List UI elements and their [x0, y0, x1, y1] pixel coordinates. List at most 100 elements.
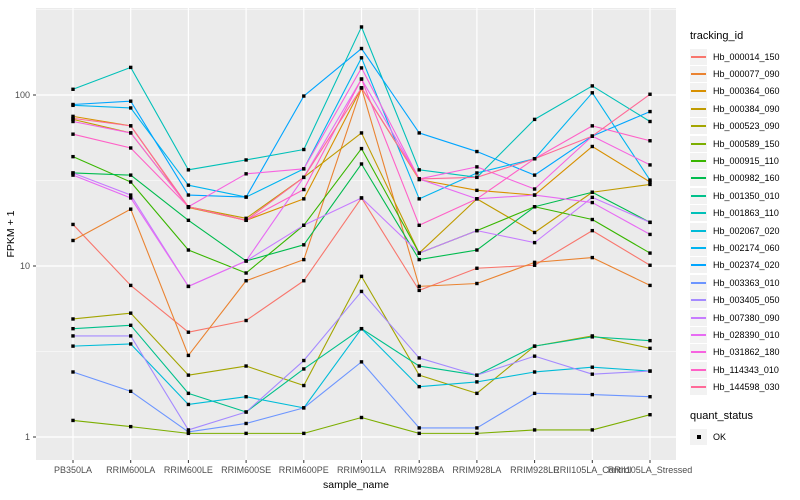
series-line-icon — [691, 212, 706, 215]
legend-item: Hb_000384_090 — [690, 100, 800, 117]
series-line-icon — [691, 55, 706, 58]
legend-key-swatch — [690, 222, 707, 239]
legend-item-label: Hb_028390_010 — [713, 329, 780, 340]
legend-item: Hb_000982_160 — [690, 170, 800, 187]
legend-item-label: Hb_002067_020 — [713, 225, 780, 236]
legend-item-label: Hb_000364_060 — [713, 86, 780, 97]
legend-item-label: Hb_001350_010 — [713, 190, 780, 201]
legend-item-label: Hb_000014_150 — [713, 51, 780, 62]
legend-item-label: Hb_031862_180 — [713, 347, 780, 358]
legend-item: Hb_028390_010 — [690, 326, 800, 343]
series-line-icon — [691, 351, 706, 354]
legend-item: Hb_007380_090 — [690, 309, 800, 326]
x-axis-tick-label: RRIM901LA — [337, 465, 386, 475]
legend-key-swatch — [690, 66, 707, 83]
legend-key-swatch — [690, 274, 707, 291]
legend-key-swatch — [690, 153, 707, 170]
series-line-icon — [691, 386, 706, 389]
series-line-icon — [691, 160, 706, 163]
x-axis-tick-label: RRIM600PE — [279, 465, 329, 475]
legend-key-swatch — [690, 187, 707, 204]
series-line-icon — [691, 125, 706, 128]
legend-item-label: Hb_003363_010 — [713, 277, 780, 288]
legend-item: Hb_031862_180 — [690, 344, 800, 361]
x-axis-tick-label: RRIM928LE — [510, 465, 559, 475]
legend-item: Hb_002067_020 — [690, 222, 800, 239]
ok-key-swatch — [690, 428, 707, 445]
legend-item-label: Hb_000384_090 — [713, 103, 780, 114]
y-axis-tick-label: 1 — [25, 432, 30, 442]
series-line-icon — [691, 246, 706, 249]
legend-item-label: Hb_114343_010 — [713, 364, 779, 375]
x-axis-tick-label: RRIM600SE — [221, 465, 271, 475]
legend-title-tracking-id: tracking_id — [690, 30, 744, 42]
x-axis-tick-label: PB350LA — [54, 465, 92, 475]
legend-item-label: Hb_000523_090 — [713, 121, 780, 132]
tracking-id-legend-items: Hb_000014_150 Hb_000077_090 Hb_000364_060 H… — [690, 48, 800, 396]
legend-key-swatch — [690, 205, 707, 222]
legend-item: Hb_000014_150 — [690, 48, 800, 65]
legend-title-quant-status: quant_status — [690, 409, 753, 422]
legend-item: Hb_114343_010 — [690, 361, 800, 378]
legend-item: Hb_002174_060 — [690, 239, 800, 256]
legend-item-label: Hb_000589_150 — [713, 138, 780, 149]
x-axis-title: sample_name — [323, 479, 389, 491]
legend-item-label: Hb_000077_090 — [713, 69, 780, 80]
legend-item: Hb_000915_110 — [690, 152, 800, 170]
legend-item-label: Hb_003405_050 — [713, 295, 780, 306]
legend-key-swatch — [690, 292, 707, 309]
series-line-icon — [691, 368, 706, 371]
y-axis-title: FPKM + 1 — [5, 210, 17, 257]
series-line-icon — [691, 229, 706, 232]
legend-item-label: Hb_000982_160 — [713, 173, 780, 184]
quant-status-legend: quant_status OK — [690, 410, 800, 445]
legend-item: Hb_001863_110 — [690, 205, 800, 222]
legend-key-swatch — [690, 170, 707, 187]
legend-item-ok: OK — [690, 428, 800, 445]
y-axis-tick-label: 100 — [15, 90, 30, 100]
x-axis-tick-label: RRII105LA_Control — [553, 465, 631, 475]
black-square-point-icon — [696, 434, 701, 439]
series-line-icon — [691, 73, 706, 76]
series-line-icon — [691, 142, 706, 145]
x-axis-tick-label: RRIM928BA — [394, 465, 444, 475]
legend-item: Hb_000523_090 — [690, 118, 800, 135]
legend-key-swatch — [690, 118, 707, 135]
legend-key-swatch — [690, 309, 707, 326]
legend-key-swatch — [690, 361, 707, 378]
legend-item-label: Hb_007380_090 — [713, 312, 780, 323]
series-line-icon — [691, 264, 706, 267]
legend-item-label: OK — [713, 431, 727, 442]
legend-key-swatch — [690, 48, 707, 65]
legend-item: Hb_000077_090 — [690, 65, 800, 83]
legend-item-label: Hb_001863_110 — [713, 208, 779, 219]
legend-item: Hb_000589_150 — [690, 135, 800, 152]
legend-key-swatch — [690, 257, 707, 274]
legend-item: Hb_001350_010 — [690, 187, 800, 204]
series-line-icon — [691, 177, 706, 180]
legend-item: Hb_003363_010 — [690, 274, 800, 291]
legend-item: Hb_144598_030 — [690, 378, 800, 396]
legend-item-label: Hb_002174_060 — [713, 242, 780, 253]
legend-item: Hb_000364_060 — [690, 83, 800, 100]
legend-item: Hb_003405_050 — [690, 291, 800, 309]
series-line-icon — [691, 107, 706, 110]
legend-key-swatch — [690, 379, 707, 396]
legend-key-swatch — [690, 135, 707, 152]
legend-item-label: Hb_144598_030 — [713, 382, 780, 393]
series-line-icon — [691, 316, 706, 319]
legend-key-swatch — [690, 239, 707, 256]
x-axis-tick-label: RRIM600LE — [164, 465, 213, 475]
x-axis-tick-label: RRIM600LA — [106, 465, 155, 475]
legend-key-swatch — [690, 100, 707, 117]
series-line-icon — [691, 333, 706, 336]
legend-item-label: Hb_000915_110 — [713, 156, 779, 167]
legend-item-label: Hb_002374_020 — [713, 260, 780, 271]
series-line-icon — [691, 194, 706, 197]
legend-key-swatch — [690, 83, 707, 100]
series-line-icon — [691, 90, 706, 93]
y-axis-tick-label: 10 — [20, 261, 30, 271]
legend-key-swatch — [690, 326, 707, 343]
